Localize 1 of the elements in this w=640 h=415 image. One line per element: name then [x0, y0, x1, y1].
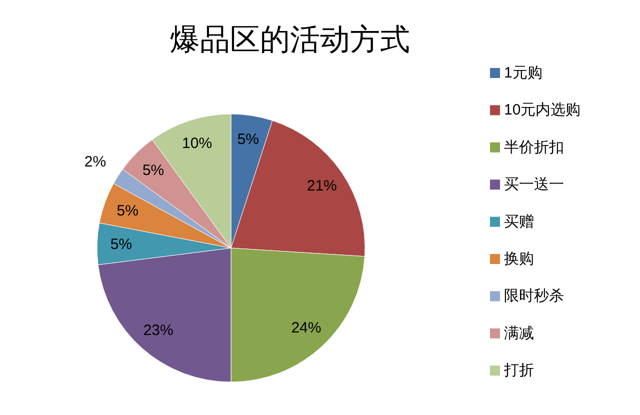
title: 爆品区的活动方式	[170, 24, 410, 56]
